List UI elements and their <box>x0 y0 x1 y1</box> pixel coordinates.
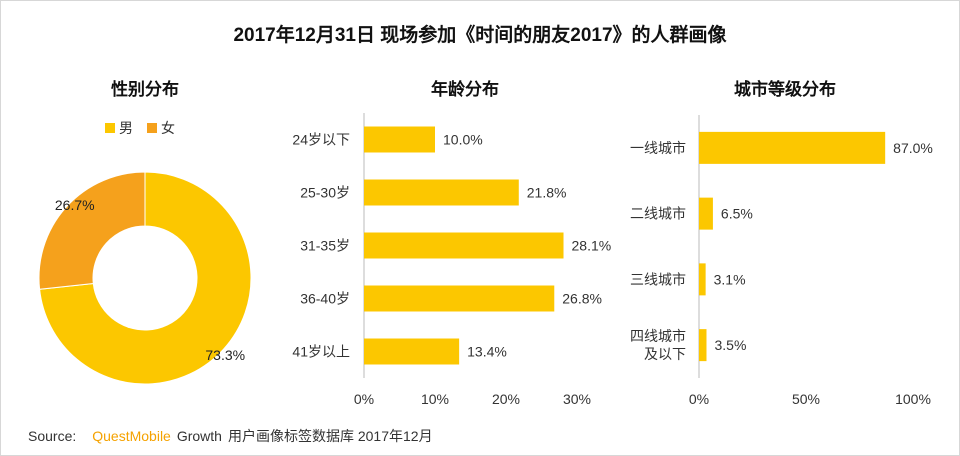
age-category-label: 31-35岁 <box>300 238 350 254</box>
city-bar <box>699 131 886 164</box>
age-bar <box>364 232 564 259</box>
city-bar <box>699 263 706 296</box>
age-category-label: 41岁以上 <box>292 344 350 360</box>
age-tick-label: 0% <box>354 391 374 407</box>
age-bar <box>364 126 435 153</box>
age-category-label: 36-40岁 <box>300 291 350 307</box>
age-bar <box>364 338 460 365</box>
age-tick-label: 10% <box>421 391 449 407</box>
legend-label-female: 女 <box>161 120 175 136</box>
city-category-label: 二线城市 <box>630 206 686 222</box>
gender-legend: 男 女 <box>105 118 175 138</box>
gender-chart-title: 性别分布 <box>111 80 179 99</box>
city-category-label: 一线城市 <box>630 140 686 156</box>
city-category-label: 四线城市 <box>630 328 686 344</box>
main-title: 2017年12月31日 现场参加《时间的朋友2017》的人群画像 <box>233 25 727 46</box>
age-category-label: 24岁以下 <box>292 132 350 148</box>
city-tick-label: 100% <box>895 391 931 407</box>
city-data-label: 87.0% <box>893 140 933 156</box>
city-tick-label: 0% <box>689 391 709 407</box>
donut-label-female: 26.7% <box>55 197 95 213</box>
city-data-label: 6.5% <box>721 206 753 222</box>
age-bar <box>364 179 519 206</box>
legend-swatch-female <box>147 123 157 133</box>
city-category-label: 三线城市 <box>630 271 686 287</box>
age-chart-title: 年龄分布 <box>431 80 499 99</box>
source-suffix: Growth <box>176 428 222 444</box>
city-category-label: 及以下 <box>644 346 686 362</box>
legend-swatch-male <box>105 123 115 133</box>
source-brand: QuestMobile <box>92 428 171 444</box>
city-data-label: 3.1% <box>714 271 746 287</box>
age-tick-label: 20% <box>492 391 520 407</box>
donut-label-male: 73.3% <box>205 347 245 363</box>
city-chart-title: 城市等级分布 <box>734 80 836 99</box>
age-category-label: 25-30岁 <box>300 185 350 201</box>
donut-slice-female <box>38 171 146 290</box>
legend-item-male: 男 <box>105 118 133 138</box>
city-bar <box>699 329 707 362</box>
legend-item-female: 女 <box>147 118 175 138</box>
age-tick-label: 30% <box>563 391 591 407</box>
city-bar <box>699 197 713 230</box>
source-line: Source: QuestMobile Growth 用户画像标签数据库 201… <box>28 426 433 446</box>
age-data-label: 28.1% <box>572 238 612 254</box>
donut-slice-male <box>39 171 252 385</box>
age-data-label: 21.8% <box>527 185 567 201</box>
source-prefix: Source: <box>28 428 77 444</box>
source-text: 用户画像标签数据库 2017年12月 <box>227 428 433 444</box>
legend-label-male: 男 <box>119 120 133 136</box>
age-data-label: 26.8% <box>562 291 602 307</box>
age-data-label: 13.4% <box>467 344 507 360</box>
city-data-label: 3.5% <box>714 337 746 353</box>
age-data-label: 10.0% <box>443 132 483 148</box>
city-tick-label: 50% <box>792 391 820 407</box>
age-bar <box>364 285 555 312</box>
